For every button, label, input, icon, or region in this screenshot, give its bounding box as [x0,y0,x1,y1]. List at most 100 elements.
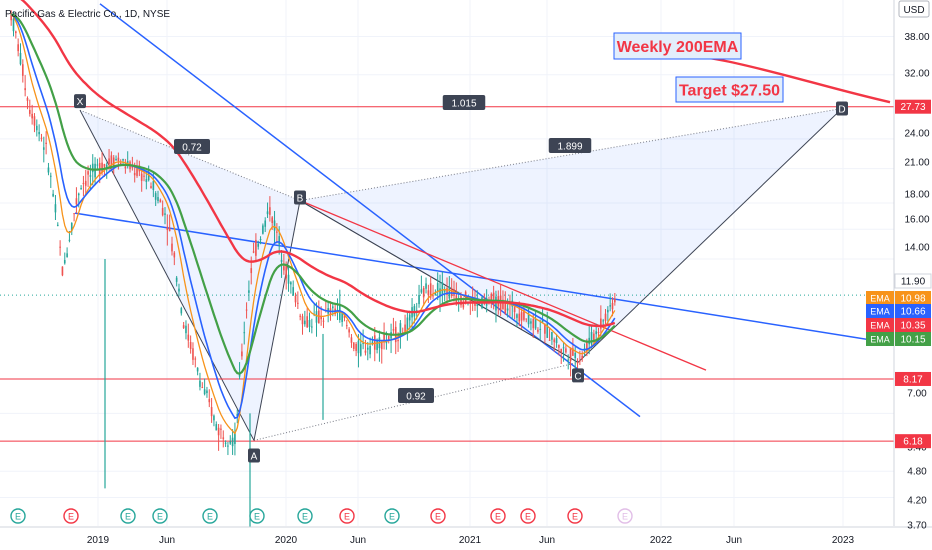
ratio-box [174,139,210,154]
ratio-label-bottom[interactable]: 0.92 [398,388,434,403]
candle-body [180,308,183,314]
candle-body [299,315,301,317]
price-tag: EMA 10.35 [866,318,931,332]
time-tick-label: 2022 [650,535,673,546]
pattern-point-b[interactable]: B [294,190,306,205]
currency-box[interactable] [898,0,930,18]
candle-body [306,316,308,328]
pattern-point-c[interactable]: C [572,368,584,383]
red-trend-line [299,199,707,371]
earnings-badge [120,508,136,524]
ratio-label-left[interactable]: 0.72 [174,139,210,154]
candle-body [553,339,556,343]
candle-body [241,351,243,357]
candle-body [262,225,264,234]
earnings-marker[interactable]: E [490,508,506,524]
candle-body [26,97,29,101]
time-tick-label: Jun [539,535,555,546]
price-tick-label: 14.00 [904,243,929,254]
weekly-ema-note[interactable]: Weekly 200EMA [613,32,742,60]
candle-body [304,320,306,325]
candle-body [12,18,15,32]
candle-body [586,342,588,352]
point-label: D [838,105,845,116]
earnings-marker[interactable]: E [567,508,583,524]
candle-body [404,324,406,335]
earnings-badge [10,508,26,524]
symbol-title: Pacific Gas & Electric Co., 1D, NYSE [5,9,170,20]
candle-body [52,193,54,197]
candle-body [224,442,227,444]
candle-body [215,424,218,431]
candle-body [273,220,276,231]
candle-body [24,88,26,91]
earnings-marker[interactable]: E [339,508,355,524]
earnings-marker[interactable]: E [297,508,313,524]
point-label: B [297,194,304,205]
candle-body [422,288,425,298]
candle-body [248,290,250,293]
price-tag: 11.90 [894,273,932,289]
price-tag-value: 10.66 [900,307,925,318]
candle-body [429,283,432,298]
candle-body [555,338,558,344]
earnings-marker[interactable]: E [63,508,79,524]
candle-body [385,340,388,344]
ratio-label-top[interactable]: 1.015 [442,95,486,110]
earnings-marker[interactable]: E [120,508,136,524]
ratio-label-right[interactable]: 1.899 [548,138,592,153]
earnings-badge [384,508,400,524]
candle-body [259,238,262,240]
candle-body [217,427,220,436]
earnings-badge [430,508,446,524]
candle-body [80,187,82,190]
time-tick-label: Jun [726,535,742,546]
candle-body [124,166,127,169]
ema-lines [10,0,891,435]
candle-body [201,387,204,389]
candle-body [548,339,551,341]
earnings-marker[interactable]: E [520,508,536,524]
earnings-marker[interactable]: E [430,508,446,524]
earnings-marker[interactable]: E [617,508,633,524]
candle-body [331,306,334,309]
pattern-point-x[interactable]: X [74,94,86,109]
earnings-letter: E [572,512,578,522]
inner-channel-line [299,200,579,363]
time-axis-panel[interactable] [0,527,932,550]
trend-lines [74,3,891,418]
candle-body [91,163,94,173]
candle-body [168,227,171,232]
candle-body [166,226,169,230]
candle-body [40,137,43,139]
earnings-marker[interactable]: E [202,508,218,524]
candle-body [171,243,173,252]
candle-body [607,309,609,313]
candle-body [222,437,225,439]
candle-body [434,292,437,296]
candle-body [560,348,563,352]
candle-body [602,320,604,322]
price-tick-label: 4.20 [907,496,927,507]
candle-body [96,164,99,166]
ratio-value: 1.899 [557,142,582,153]
candle-body [77,193,80,196]
earnings-marker[interactable]: E [10,508,26,524]
note-text: Target $27.50 [679,83,780,100]
price-tag: 27.73 [895,99,931,114]
pattern-point-a[interactable]: A [248,448,260,463]
pattern-point-d[interactable]: D [836,101,848,116]
earnings-letter: E [207,512,213,522]
candle-body [185,325,187,334]
candle-body [238,373,241,377]
candle-body [143,175,145,177]
ema-tag-prefix [866,318,894,332]
earnings-marker[interactable]: E [152,508,168,524]
price-tag-value: 10.35 [900,321,925,332]
earnings-marker[interactable]: E [384,508,400,524]
candle-body [35,125,38,131]
earnings-marker[interactable]: E [249,508,265,524]
target-note[interactable]: Target $27.50 [675,76,784,103]
